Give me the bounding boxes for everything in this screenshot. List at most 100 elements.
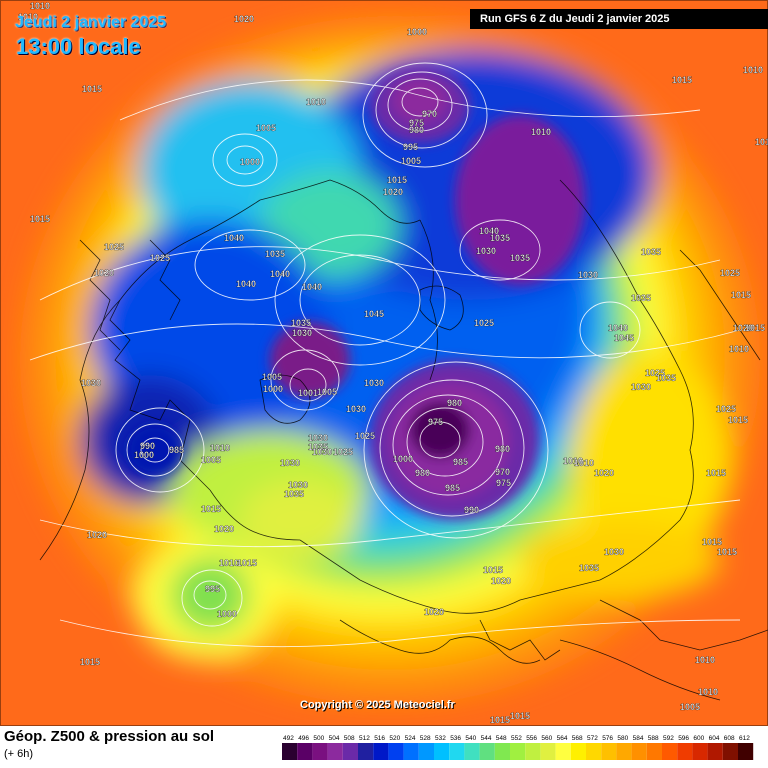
isobar-label: 1000 bbox=[240, 157, 260, 167]
isobar-label: 1010 bbox=[210, 443, 230, 453]
isobar-label: 1025 bbox=[720, 268, 740, 278]
legend-swatch bbox=[555, 743, 571, 760]
isobar-label: 1015 bbox=[201, 504, 221, 514]
legend-value: 544 bbox=[481, 735, 492, 742]
legend-value: 496 bbox=[298, 735, 309, 742]
isobar-label: 1040 bbox=[302, 282, 322, 292]
isobar-label: 1015 bbox=[80, 657, 100, 667]
isobar-label: 1010 bbox=[30, 1, 50, 11]
isobar-label: 1005 bbox=[262, 372, 282, 382]
legend-value: 504 bbox=[329, 735, 340, 742]
legend-swatch bbox=[434, 743, 450, 760]
isobar-label: 1040 bbox=[479, 226, 499, 236]
legend-value: 548 bbox=[496, 735, 507, 742]
isobar-label: 1010 bbox=[18, 12, 38, 22]
isobar-label: 1010 bbox=[563, 456, 583, 466]
isobar-label: 1030 bbox=[288, 480, 308, 490]
isobar-label: 970 bbox=[495, 467, 510, 477]
legend-value: 568 bbox=[572, 735, 583, 742]
legend-value: 552 bbox=[511, 735, 522, 742]
isobar-label: 1015 bbox=[672, 75, 692, 85]
isobar-label: 1035 bbox=[490, 233, 510, 243]
isobar-label: 1015 bbox=[702, 537, 722, 547]
isobar-label: 1020 bbox=[214, 524, 234, 534]
legend-value: 572 bbox=[587, 735, 598, 742]
legend-value: 520 bbox=[389, 735, 400, 742]
isobar-label: 1010 bbox=[531, 127, 551, 137]
legend-swatch bbox=[388, 743, 404, 760]
legend-swatch bbox=[586, 743, 602, 760]
run-info-bar: Run GFS 6 Z du Jeudi 2 janvier 2025 bbox=[470, 9, 768, 29]
isobar-label: 1020 bbox=[87, 530, 107, 540]
isobar-label: 1015 bbox=[490, 715, 510, 725]
legend-value: 500 bbox=[313, 735, 324, 742]
isobar-label: 975 bbox=[409, 118, 424, 128]
legend-swatch bbox=[525, 743, 541, 760]
legend-swatch bbox=[464, 743, 480, 760]
isobar-label: 1035 bbox=[656, 373, 676, 383]
legend-value: 604 bbox=[709, 735, 720, 742]
isobar-label: 1030 bbox=[81, 378, 101, 388]
isobar-label: 1010 bbox=[695, 655, 715, 665]
legend-value: 524 bbox=[405, 735, 416, 742]
legend-value: 608 bbox=[724, 735, 735, 742]
legend-value: 532 bbox=[435, 735, 446, 742]
isobar-label: 1045 bbox=[614, 333, 634, 343]
isobar-label: 1015 bbox=[717, 547, 737, 557]
isobar-label: 1000 bbox=[407, 27, 427, 37]
legend-swatch bbox=[373, 743, 389, 760]
legend-swatch bbox=[342, 743, 358, 760]
legend-swatch bbox=[312, 743, 328, 760]
isobar-label: 1000 bbox=[263, 384, 283, 394]
isobar-label: 995 bbox=[403, 142, 418, 152]
footer: Géop. Z500 & pression au sol (+ 6h) 492 4… bbox=[0, 726, 768, 768]
isobar-label: 1020 bbox=[94, 268, 114, 278]
legend-swatch bbox=[358, 743, 374, 760]
isobar-label: 1015 bbox=[483, 565, 503, 575]
z500-color-field bbox=[0, 0, 768, 726]
isobar-label: 1005 bbox=[680, 702, 700, 712]
legend-value: 600 bbox=[693, 735, 704, 742]
isobar-label: 990 bbox=[140, 441, 155, 451]
isobar-label: 995 bbox=[205, 584, 220, 594]
isobar-label: 1030 bbox=[292, 328, 312, 338]
map-title: Géop. Z500 & pression au sol bbox=[4, 728, 215, 745]
isobar-label: 985 bbox=[169, 445, 184, 455]
isobar-label: 1025 bbox=[104, 242, 124, 252]
legend-value: 612 bbox=[739, 735, 750, 742]
isobar-label: 1030 bbox=[578, 270, 598, 280]
isobar-label: 1030 bbox=[312, 447, 332, 457]
isobar-label: 1020 bbox=[383, 187, 403, 197]
isobar-label: 1045 bbox=[364, 309, 384, 319]
isobar-label: 1010 bbox=[743, 65, 763, 75]
isobar-label: 980 bbox=[447, 398, 462, 408]
legend-swatch bbox=[449, 743, 465, 760]
legend-value: 512 bbox=[359, 735, 370, 742]
isobar-label: 985 bbox=[453, 457, 468, 467]
legend-swatch bbox=[327, 743, 343, 760]
isobar-label: 1005 bbox=[256, 123, 276, 133]
isobar-label: 1020 bbox=[234, 14, 254, 24]
time-label: 13:00 locale bbox=[16, 34, 141, 59]
legend-swatch bbox=[722, 743, 738, 760]
isobar-label: 1025 bbox=[355, 431, 375, 441]
isobar-label: 1025 bbox=[645, 368, 665, 378]
coastlines bbox=[39, 179, 768, 701]
legend-swatch bbox=[692, 743, 708, 760]
isobar-label: 1015 bbox=[731, 290, 751, 300]
isobar-label: 1035 bbox=[291, 318, 311, 328]
isobar-label: 1040 bbox=[608, 323, 628, 333]
isobar-label: 1035 bbox=[284, 489, 304, 499]
isobar-label: 1020 bbox=[424, 607, 444, 617]
isobar-label: 980 bbox=[409, 125, 424, 135]
isobar-label: 1030 bbox=[476, 246, 496, 256]
isobar-label: 1005 bbox=[401, 156, 421, 166]
isobar-label: 990 bbox=[464, 505, 479, 515]
isobar-label: 1030 bbox=[308, 433, 328, 443]
legend-swatch bbox=[403, 743, 419, 760]
isobar-label: 1030 bbox=[364, 378, 384, 388]
isobar-label: 1030 bbox=[280, 458, 300, 468]
isobar-label: 1015 bbox=[510, 711, 530, 721]
legend-value: 580 bbox=[617, 735, 628, 742]
legend-swatch bbox=[418, 743, 434, 760]
